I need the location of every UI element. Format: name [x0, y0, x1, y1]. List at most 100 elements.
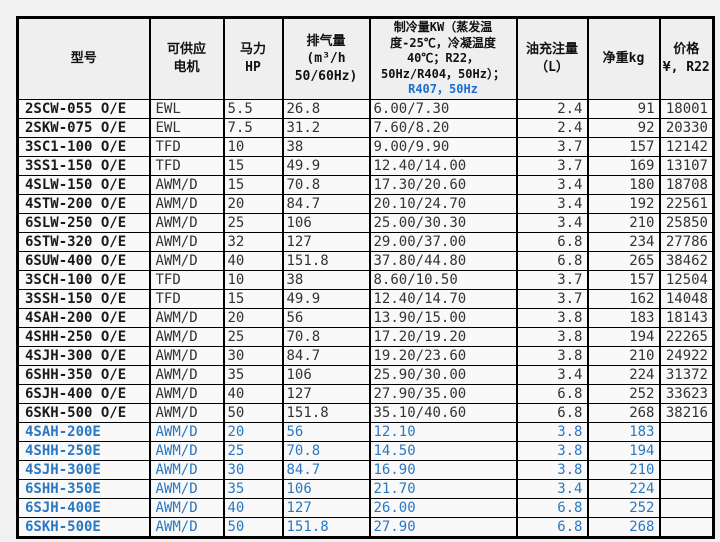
cell-motor: AWM/D [148, 440, 225, 461]
cell-disp: 56 [281, 307, 371, 328]
cell-hp: 20 [222, 193, 284, 214]
cell-motor: AWM/D [148, 383, 225, 404]
cell-hp: 7.5 [222, 117, 284, 138]
cell-disp: 127 [281, 231, 371, 252]
cell-motor: AWM/D [148, 497, 225, 518]
cell-motor: AWM/D [148, 459, 225, 480]
cell-price: 12142 [658, 136, 715, 157]
table-row: 6SKH-500 O/E AWM/D 50 151.8 35.10/40.60 6.8 26… [16, 402, 715, 423]
cell-oil: 3.7 [515, 288, 589, 309]
cell-price: 33623 [658, 383, 715, 404]
cell-cooling: 13.90/15.00 [368, 307, 518, 328]
cell-hp: 25 [222, 440, 284, 461]
cell-cooling: 17.20/19.20 [368, 326, 518, 347]
col-header-model: 型号 [16, 17, 151, 100]
cell-cooling: 17.30/20.60 [368, 174, 518, 195]
cell-motor: TFD [148, 288, 225, 309]
cell-weight: 224 [586, 364, 661, 385]
cell-disp: 49.9 [281, 288, 371, 309]
cell-model: 6SHH-350 O/E [16, 364, 151, 385]
cell-price [658, 440, 715, 461]
cell-price [658, 516, 715, 538]
cell-hp: 40 [222, 383, 284, 404]
table-row: 6SHH-350 O/E AWM/D 35 106 25.90/30.00 3.4 224 3… [16, 364, 715, 385]
cell-cooling: 9.00/9.90 [368, 136, 518, 157]
cell-model: 4SJH-300E [16, 459, 151, 480]
cell-weight: 183 [586, 307, 661, 328]
cell-model: 4SJH-300 O/E [16, 345, 151, 366]
col-header-cooling-label-blue: R407，50Hz [408, 82, 478, 97]
cell-model: 6SJH-400E [16, 497, 151, 518]
cell-cooling: 27.90/35.00 [368, 383, 518, 404]
cell-model: 6SKH-500 O/E [16, 402, 151, 423]
col-header-motor-label: 可供应 电机 [166, 42, 206, 75]
cell-disp: 38 [281, 269, 371, 290]
cell-motor: AWM/D [148, 212, 225, 233]
cell-weight: 92 [586, 117, 661, 138]
cell-oil: 3.8 [515, 459, 589, 480]
table-row: 6SJH-400E AWM/D 40 127 26.00 6.8 252 [16, 497, 715, 518]
table-row: 4SHH-250 O/E AWM/D 25 70.8 17.20/19.20 3.8 194… [16, 326, 715, 347]
cell-cooling: 27.90 [368, 516, 518, 538]
cell-motor: AWM/D [148, 307, 225, 328]
cell-model: 6SHH-350E [16, 478, 151, 499]
cell-hp: 50 [222, 402, 284, 423]
col-header-hp: 马力 HP [222, 17, 284, 100]
cell-weight: 234 [586, 231, 661, 252]
cell-model: 4SAH-200 O/E [16, 307, 151, 328]
cell-oil: 3.7 [515, 269, 589, 290]
cell-weight: 169 [586, 155, 661, 176]
cell-price: 12504 [658, 269, 715, 290]
cell-hp: 15 [222, 174, 284, 195]
cell-disp: 106 [281, 478, 371, 499]
cell-cooling: 14.50 [368, 440, 518, 461]
cell-motor: TFD [148, 136, 225, 157]
col-header-displacement: 排气量 (m³/h 50/60Hz) [281, 17, 371, 100]
cell-motor: EWL [148, 98, 225, 119]
cell-disp: 151.8 [281, 250, 371, 271]
cell-oil: 3.8 [515, 326, 589, 347]
cell-price: 38462 [658, 250, 715, 271]
cell-price: 24922 [658, 345, 715, 366]
cell-model: 3SCH-100 O/E [16, 269, 151, 290]
cell-price: 18001 [658, 98, 715, 119]
cell-disp: 38 [281, 136, 371, 157]
cell-cooling: 19.20/23.60 [368, 345, 518, 366]
cell-oil: 6.8 [515, 402, 589, 423]
cell-cooling: 25.90/30.00 [368, 364, 518, 385]
cell-model: 4STW-200 O/E [16, 193, 151, 214]
cell-model: 3SC1-100 O/E [16, 136, 151, 157]
table-row: 4SHH-250E AWM/D 25 70.8 14.50 3.8 194 [16, 440, 715, 461]
cell-weight: 265 [586, 250, 661, 271]
cell-hp: 25 [222, 212, 284, 233]
cell-cooling: 12.40/14.70 [368, 288, 518, 309]
cell-oil: 3.7 [515, 136, 589, 157]
cell-model: 3SSH-150 O/E [16, 288, 151, 309]
cell-motor: AWM/D [148, 516, 225, 538]
cell-oil: 3.8 [515, 307, 589, 328]
cell-disp: 106 [281, 212, 371, 233]
cell-hp: 10 [222, 269, 284, 290]
table-row: 4SAH-200E AWM/D 20 56 12.10 3.8 183 [16, 421, 715, 442]
cell-motor: AWM/D [148, 193, 225, 214]
cell-motor: AWM/D [148, 364, 225, 385]
table-row: 6SHH-350E AWM/D 35 106 21.70 3.4 224 [16, 478, 715, 499]
cell-cooling: 25.00/30.30 [368, 212, 518, 233]
table-row: 3SCH-100 O/E TFD 10 38 8.60/10.50 3.7 157 12504 [16, 269, 715, 290]
table-row: 6STW-320 O/E AWM/D 32 127 29.00/37.00 6.8 234 2… [16, 231, 715, 252]
cell-model: 4SHH-250 O/E [16, 326, 151, 347]
col-header-cooling-capacity: 制冷量KW（蒸发温度-25℃，冷凝温度40℃；R22，50Hz/R404，50H… [368, 17, 518, 100]
cell-disp: 106 [281, 364, 371, 385]
cell-weight: 91 [586, 98, 661, 119]
table-row: 3SS1-150 O/E TFD 15 49.9 12.40/14.00 3.7 169 13… [16, 155, 715, 176]
cell-motor: AWM/D [148, 478, 225, 499]
cell-cooling: 6.00/7.30 [368, 98, 518, 119]
table-row: 4SAH-200 O/E AWM/D 20 56 13.90/15.00 3.8 183 18… [16, 307, 715, 328]
cell-weight: 183 [586, 421, 661, 442]
cell-disp: 84.7 [281, 193, 371, 214]
cell-hp: 20 [222, 307, 284, 328]
cell-price: 13107 [658, 155, 715, 176]
col-header-displacement-label: 排气量 (m³/h 50/60Hz) [294, 33, 358, 84]
cell-model: 6SJH-400 O/E [16, 383, 151, 404]
cell-oil: 3.8 [515, 440, 589, 461]
